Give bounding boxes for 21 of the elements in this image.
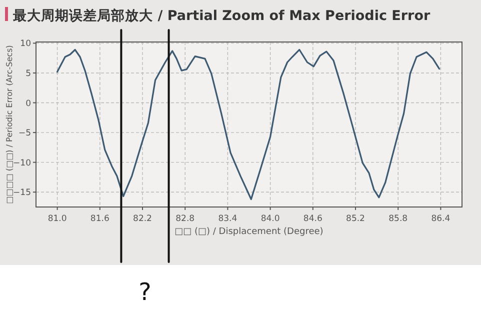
y-tick-label: 0 [26,98,31,109]
y-axis-title: □□□□ (□□) / Periodic Error (Arc-Secs) [5,45,14,204]
y-tick-label: −15 [13,188,31,198]
x-tick-label: 83.4 [218,214,238,224]
x-tick-label: 84.0 [260,214,280,224]
y-tick-label: 10 [20,39,31,50]
line-series [56,48,440,200]
text: ? [138,278,152,306]
x-axis-title: □□ (□) / Displacement (Degree) [174,227,324,237]
x-tick-label: 81.6 [90,214,110,224]
x-tick-label: 82.8 [176,214,195,224]
y-tick-label: −5 [18,128,31,139]
x-tick-label: 86.4 [431,214,450,224]
y-tick-label: 5 [26,68,31,79]
x-tick-label: 82.2 [133,214,152,224]
x-tick-label: 85.2 [346,214,365,224]
chart-title: 最大周期误差局部放大 / Partial Zoom of Max Periodic Error [12,7,430,24]
x-tick-label: 81.0 [48,214,67,224]
x-tick-label: 85.8 [388,214,408,224]
y-tick-label: −10 [13,158,31,168]
x-tick-label: 84.6 [303,214,322,224]
